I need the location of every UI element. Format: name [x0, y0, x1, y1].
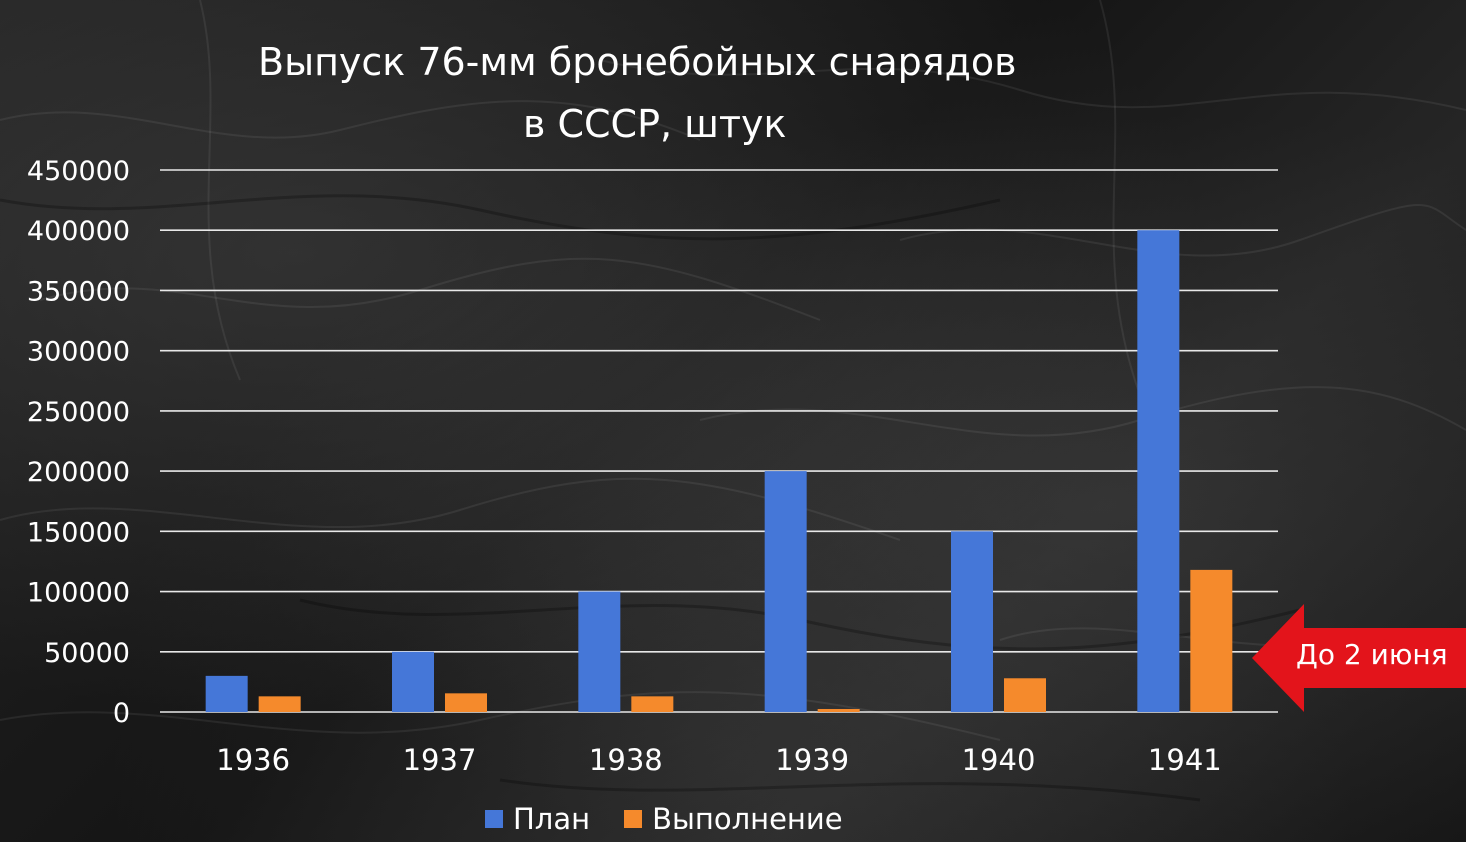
bar-plan-1937 — [392, 651, 434, 712]
y-tick-label-250000: 250000 — [27, 397, 130, 428]
x-tick-label-1940: 1940 — [962, 743, 1036, 777]
bar-plan-1940 — [951, 531, 993, 712]
y-tick-label-400000: 400000 — [27, 216, 130, 247]
bar-plan-1936 — [205, 675, 248, 712]
legend-item-actual: Выполнение — [624, 802, 843, 836]
y-tick-label-0: 0 — [113, 698, 130, 729]
x-tick-label-1938: 1938 — [589, 743, 663, 777]
legend-swatch-plan — [485, 810, 503, 828]
y-tick-label-150000: 150000 — [27, 517, 130, 548]
legend-item-plan: План — [485, 802, 590, 836]
bar-plan-1939 — [764, 471, 807, 712]
x-tick-label-1939: 1939 — [775, 743, 849, 777]
legend-label-actual: Выполнение — [652, 802, 843, 836]
y-tick-label-350000: 350000 — [27, 276, 130, 307]
bar-plan-1938 — [578, 591, 621, 712]
callout-label: До 2 июня — [1296, 638, 1448, 671]
x-tick-label-1941: 1941 — [1148, 743, 1222, 777]
bar-plan-1941 — [1137, 230, 1180, 712]
red-arrow-callout — [1252, 604, 1466, 712]
legend-label-plan: План — [513, 802, 591, 836]
bar-actual-1940 — [1004, 678, 1046, 712]
y-tick-label-200000: 200000 — [27, 457, 130, 488]
legend: План Выполнение — [485, 802, 877, 836]
x-tick-label-1936: 1936 — [216, 743, 290, 777]
y-tick-label-450000: 450000 — [27, 156, 130, 187]
chart-title-line-2: в СССР, штук — [523, 102, 787, 146]
bar-actual-1941 — [1190, 569, 1233, 712]
legend-swatch-actual — [624, 810, 643, 828]
bar-actual-1937 — [445, 693, 487, 712]
bar-actual-1939 — [817, 708, 860, 712]
bar-actual-1938 — [631, 696, 674, 712]
y-tick-label-50000: 50000 — [44, 638, 130, 669]
y-tick-label-300000: 300000 — [27, 337, 130, 368]
chart-title-line-1: Выпуск 76-мм бронебойных снарядов — [258, 40, 1017, 84]
x-tick-label-1937: 1937 — [403, 743, 477, 777]
bar-actual-1936 — [258, 696, 301, 712]
y-tick-label-100000: 100000 — [27, 578, 130, 609]
